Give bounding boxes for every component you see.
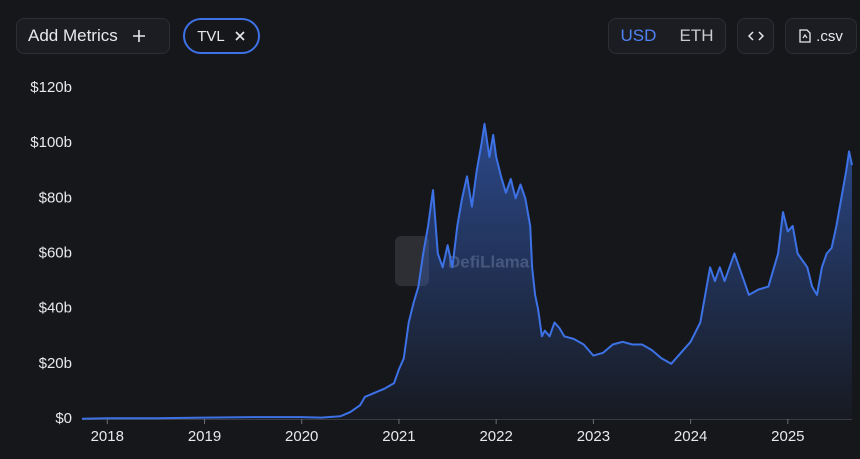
x-tick-label: 2019	[188, 428, 221, 445]
csv-button[interactable]: .csv	[785, 18, 857, 54]
file-icon	[799, 29, 811, 43]
currency-toggle: USD ETH	[608, 18, 726, 54]
x-tick-label: 2022	[479, 428, 512, 445]
plus-icon	[132, 30, 145, 42]
area	[82, 123, 852, 420]
x-tick-label: 2021	[382, 428, 415, 445]
x-tick-label: 2025	[771, 428, 804, 445]
y-tick-label: $100b	[30, 134, 72, 151]
currency-option[interactable]: ETH	[679, 26, 714, 45]
x-tick-label: 2018	[91, 428, 124, 445]
currency-option[interactable]: USD	[620, 26, 657, 45]
x-tick-label: 2024	[674, 428, 707, 445]
code-icon	[747, 31, 764, 41]
y-tick-label: $40b	[39, 300, 72, 317]
metric-pill[interactable]: TVL	[183, 18, 260, 54]
y-tick-label: $60b	[39, 244, 72, 261]
embed-button[interactable]	[737, 18, 774, 54]
watermark: DefiLlama	[448, 252, 530, 271]
y-tick-label: $0	[55, 410, 72, 427]
add-metrics-label: Add Metrics	[28, 26, 118, 45]
y-tick-label: $120b	[30, 79, 72, 96]
line	[81, 122, 853, 420]
csv-label: .csv	[816, 27, 843, 45]
y-tick-label: $20b	[39, 355, 72, 372]
add-metrics-button[interactable]: Add Metrics	[16, 18, 170, 54]
x-tick-label: 2023	[577, 428, 610, 445]
watermark-logo	[395, 236, 429, 286]
metric-label: TVL	[197, 27, 225, 45]
close-icon	[235, 31, 245, 41]
x-tick-label: 2020	[285, 428, 318, 445]
y-tick-label: $80b	[39, 189, 72, 206]
